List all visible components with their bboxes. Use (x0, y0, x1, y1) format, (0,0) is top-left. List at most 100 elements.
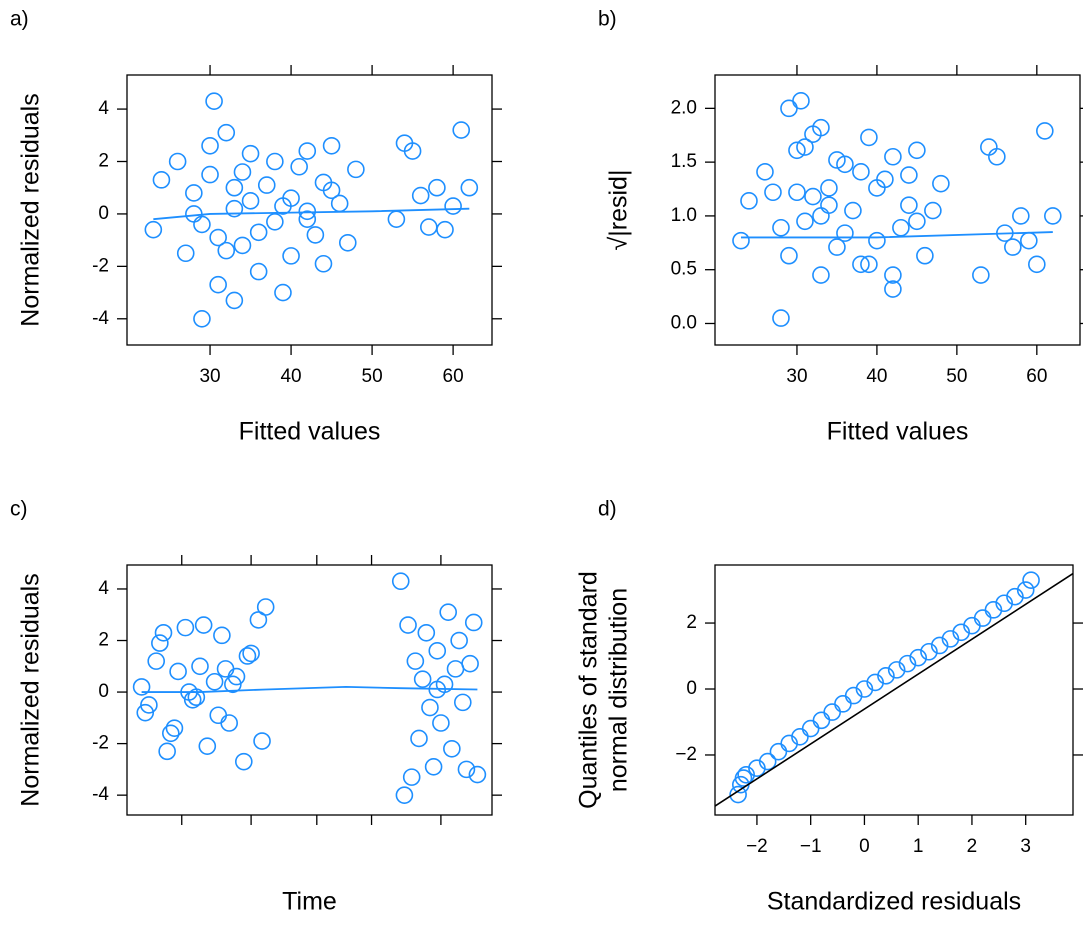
point (909, 648, 927, 667)
y-tick-label: 0.5 (671, 259, 697, 280)
point (464, 613, 483, 632)
point (213, 626, 231, 645)
point (973, 609, 992, 627)
point (780, 246, 798, 265)
point (249, 223, 268, 242)
point (860, 255, 878, 274)
point (729, 785, 747, 804)
point (468, 765, 487, 784)
point (836, 155, 854, 174)
x-axis-title: Time (282, 888, 337, 916)
x-tick-label: 1 (913, 836, 924, 857)
point (796, 138, 814, 156)
y-tick-label: 4 (98, 98, 109, 119)
point (187, 688, 206, 707)
x-tick-label: 0 (859, 836, 870, 857)
x-tick-label: 60 (1026, 366, 1047, 387)
y-tick-label: 2 (98, 151, 109, 172)
point (852, 163, 870, 181)
y-tick-label: -4 (92, 784, 109, 805)
y-tick-label: 0 (98, 203, 109, 224)
point (439, 603, 458, 621)
plot-frame (126, 74, 493, 346)
point (756, 163, 774, 181)
point (876, 170, 894, 189)
point (1012, 207, 1030, 225)
point (225, 178, 244, 197)
point (446, 660, 465, 678)
point (242, 644, 260, 663)
point (193, 309, 211, 328)
point (424, 758, 443, 776)
panel-label: c) (10, 498, 28, 521)
point (737, 765, 755, 784)
point (758, 752, 777, 771)
y-axis-title: Normalized residuals (17, 93, 45, 326)
y-tick-label: -4 (92, 308, 109, 329)
y-tick-label: -2 (92, 733, 109, 754)
point (154, 623, 173, 642)
y-tick-label: 0 (686, 678, 697, 699)
point (900, 166, 918, 184)
point (158, 742, 176, 761)
point (209, 275, 227, 294)
point (417, 623, 436, 642)
point (788, 183, 806, 202)
point (823, 703, 841, 721)
point (298, 210, 317, 228)
point (165, 719, 184, 737)
point (930, 636, 949, 655)
point (740, 192, 758, 210)
x-tick-label: 2 (967, 836, 978, 857)
point (988, 147, 1006, 166)
point (413, 670, 432, 688)
x-tick-label: −2 (746, 836, 768, 857)
point (241, 192, 260, 210)
x-tick-label: −1 (800, 836, 822, 857)
y-tick-label: 2.0 (671, 97, 697, 118)
point (225, 199, 244, 218)
point (892, 218, 910, 237)
y-axis-title: Quantiles of standard (575, 571, 603, 809)
point (1044, 207, 1062, 225)
point (457, 760, 476, 779)
point (780, 734, 798, 753)
point (193, 215, 211, 234)
point (209, 706, 228, 725)
point (980, 138, 998, 156)
point (225, 291, 244, 310)
point (444, 197, 462, 215)
point (306, 226, 325, 244)
point (282, 247, 300, 265)
y-tick-label: 0.0 (671, 313, 697, 334)
point (314, 254, 333, 273)
point (887, 661, 906, 679)
point (796, 212, 814, 231)
x-axis-title: Standardized residuals (767, 888, 1021, 916)
point (932, 174, 950, 193)
x-tick-label: 30 (786, 366, 807, 387)
y-tick-label: 2 (686, 612, 697, 633)
point (868, 231, 886, 250)
point (852, 255, 870, 274)
point (908, 212, 926, 231)
x-tick-label: 60 (443, 366, 464, 387)
point (820, 179, 838, 197)
point (185, 205, 203, 223)
point (147, 652, 165, 670)
x-tick-label: 50 (946, 366, 967, 387)
point (428, 178, 446, 197)
point (290, 157, 308, 176)
panel-label: a) (10, 8, 29, 31)
point (253, 732, 271, 750)
point (162, 724, 180, 743)
point (792, 92, 810, 110)
point (812, 711, 831, 730)
point (176, 244, 195, 263)
point (185, 184, 203, 202)
point (205, 92, 223, 111)
point (347, 160, 365, 179)
point (403, 142, 422, 160)
point (898, 654, 917, 673)
